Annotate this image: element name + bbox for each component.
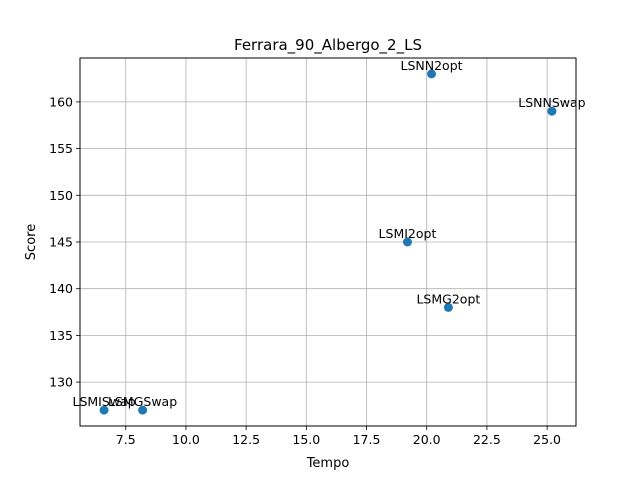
data-point bbox=[443, 302, 453, 312]
data-point bbox=[547, 106, 557, 116]
chart-title: Ferrara_90_Albergo_2_LS bbox=[234, 36, 422, 55]
x-axis-label: Tempo bbox=[306, 456, 350, 471]
x-tick-label: 20.0 bbox=[413, 432, 441, 447]
x-axis-ticks: 7.5 10.0 12.5 15.0 17.5 20.0 22.5 25.0 bbox=[116, 426, 561, 447]
x-tick-label: 10.0 bbox=[172, 432, 200, 447]
y-tick-label: 130 bbox=[49, 375, 73, 390]
y-tick-label: 150 bbox=[49, 188, 73, 203]
y-tick-label: 135 bbox=[49, 328, 73, 343]
x-tick-label: 12.5 bbox=[232, 432, 260, 447]
y-tick-label: 155 bbox=[49, 141, 73, 156]
data-point-label: LSNN2opt bbox=[401, 58, 463, 73]
x-tick-label: 25.0 bbox=[533, 432, 561, 447]
x-tick-label: 17.5 bbox=[353, 432, 381, 447]
data-point-label: LSNNSwap bbox=[518, 95, 585, 110]
x-tick-label: 22.5 bbox=[473, 432, 501, 447]
data-points bbox=[99, 69, 557, 415]
y-tick-label: 160 bbox=[49, 94, 73, 109]
x-tick-label: 15.0 bbox=[292, 432, 320, 447]
data-point-label: LSMISwap bbox=[73, 394, 136, 409]
data-point bbox=[402, 237, 412, 247]
data-point bbox=[99, 405, 109, 415]
data-point bbox=[427, 69, 437, 79]
data-point-label: LSMG2opt bbox=[416, 291, 480, 306]
y-axis-ticks: 130 135 140 145 150 155 160 bbox=[49, 94, 80, 390]
grid bbox=[80, 58, 576, 426]
data-point-label: LSMGSwap bbox=[108, 394, 177, 409]
y-tick-label: 140 bbox=[49, 281, 73, 296]
y-tick-label: 145 bbox=[49, 235, 73, 250]
data-point-label: LSMI2opt bbox=[379, 226, 437, 241]
x-tick-label: 7.5 bbox=[116, 432, 136, 447]
y-axis-label: Score bbox=[24, 224, 39, 260]
data-point bbox=[138, 405, 148, 415]
